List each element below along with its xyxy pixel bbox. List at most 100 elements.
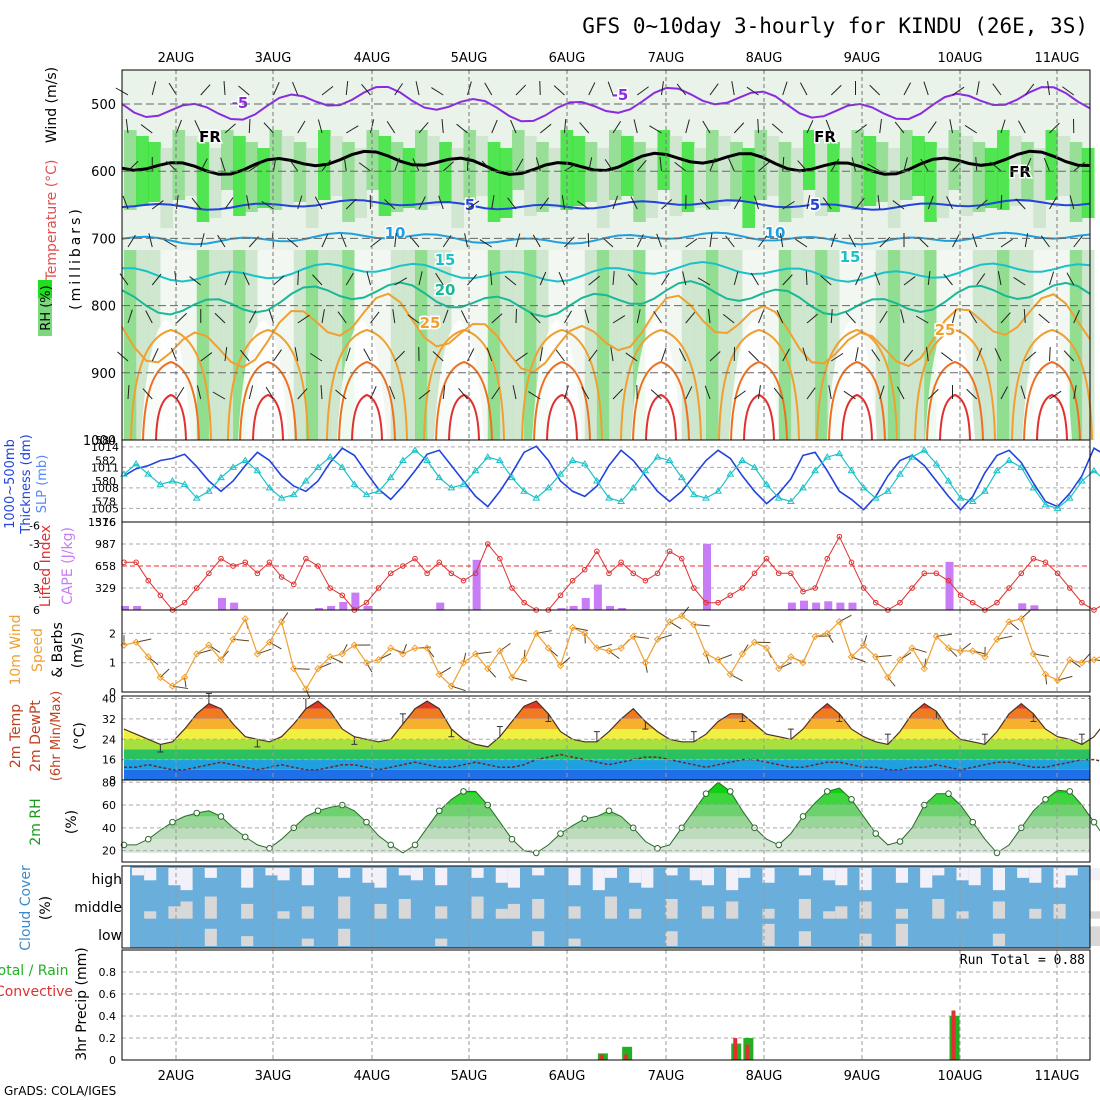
wind-barb [240, 349, 250, 362]
wind-barb [463, 652, 467, 663]
y-tick-label: 40 [102, 693, 116, 706]
panel-frame [121, 609, 1091, 693]
contour-label: 25 [420, 314, 441, 332]
wind-speed-point [835, 618, 844, 626]
contour-label: 10 [765, 224, 786, 242]
date-label-bottom: 3AUG [255, 1069, 292, 1084]
wind-barb [773, 387, 784, 400]
y-tick-label-left: -3 [29, 538, 40, 551]
cloud-cell [895, 868, 908, 883]
cape-bar [339, 601, 348, 610]
cloud-cell [435, 868, 448, 886]
wind-barb [748, 350, 759, 362]
cloud-cell [362, 868, 375, 883]
slp-point [1017, 463, 1026, 470]
wind-speed-point [872, 653, 880, 661]
wind-barb [224, 347, 228, 362]
temperature-band [124, 701, 1090, 709]
wind-barb [1049, 122, 1060, 134]
wind-barb [1066, 272, 1075, 286]
wind-barb [248, 118, 251, 134]
wind-barb [733, 390, 746, 400]
rh-shade-lower [305, 250, 319, 440]
cape-bar [436, 602, 445, 610]
rh-shade-upper [524, 136, 537, 216]
slp-point [229, 463, 238, 470]
wind-barb [830, 158, 840, 172]
panel-frame [121, 949, 1091, 1061]
rh-shade-upper [900, 130, 913, 200]
slp-point [896, 470, 904, 477]
wind-barb [467, 200, 480, 210]
wind-barb [564, 119, 567, 134]
cloud-cell [338, 928, 351, 946]
rh-shade-upper [487, 142, 501, 222]
wind-barb [964, 124, 978, 134]
cloud-cell [592, 868, 605, 891]
cloud-cell [932, 868, 945, 876]
wind-speed-point [314, 664, 322, 673]
contour-label: 15 [435, 251, 456, 269]
wind-barb [176, 119, 182, 134]
cape-bar [606, 605, 614, 610]
wind-barb [286, 237, 299, 248]
cloud-cell [762, 908, 775, 919]
slp-point [374, 487, 383, 494]
wind-barb [855, 197, 865, 210]
slp-point [774, 494, 783, 501]
slp-point [168, 477, 177, 484]
wind-barb [757, 118, 759, 134]
wind-speed-point [350, 641, 359, 649]
lifted-index-point [812, 585, 818, 591]
lifted-index-point [606, 570, 612, 577]
wind-barb [418, 122, 429, 134]
wind-speed-point [471, 650, 480, 658]
cloud-cell [641, 868, 654, 888]
thickness-line [123, 445, 1100, 511]
wind-barb [676, 83, 687, 96]
wind-barb [627, 274, 638, 286]
temperature-band [124, 708, 1090, 719]
rh-point [702, 790, 710, 797]
contour-label: FR [1009, 163, 1031, 181]
wind-barb [164, 239, 177, 248]
wind-barb [117, 351, 129, 362]
lifted-index-cape-panel: -3 0 3 6 -6 329 658 987 1316 Lifted Index CAPE (J/… [29, 516, 1100, 617]
wind-barb [607, 81, 614, 96]
wind-barb [782, 200, 795, 210]
wind-barb [992, 83, 1002, 96]
cloud-cell [1089, 926, 1100, 946]
lifted-index-point [666, 548, 673, 555]
wind-barb [458, 387, 468, 400]
cloud-cell [471, 896, 484, 919]
wind-barb [1049, 196, 1058, 210]
slp-point [1005, 456, 1014, 463]
wind-barb [337, 311, 347, 324]
rh-shade-upper [1057, 136, 1071, 196]
rh-point [581, 815, 589, 823]
axis-label-slp: SLP (mb) [35, 455, 50, 514]
slp-point [726, 470, 735, 477]
wind-barb [358, 162, 371, 172]
wind-barb [656, 233, 662, 248]
wind-barb [806, 387, 816, 400]
wind-barb [943, 273, 953, 286]
lifted-index-point [994, 599, 1000, 606]
slp-point [750, 463, 759, 470]
rh-shade-upper [1045, 130, 1059, 200]
wind-barb [879, 385, 885, 400]
wind-barb [612, 388, 624, 400]
slp-point [677, 473, 686, 481]
lifted-index-point [872, 599, 879, 606]
lifted-index-point [897, 599, 903, 606]
y-tick-label-right: 1008 [91, 482, 119, 495]
cloud-cell [144, 911, 157, 919]
slp-point [471, 466, 480, 474]
slp-point [580, 459, 589, 467]
wind-speed-point [932, 632, 941, 641]
wind-barb [1043, 157, 1050, 172]
rh-shade-upper [596, 148, 610, 228]
wind-speed-point [690, 620, 698, 629]
y-tick-label: 24 [102, 733, 116, 746]
